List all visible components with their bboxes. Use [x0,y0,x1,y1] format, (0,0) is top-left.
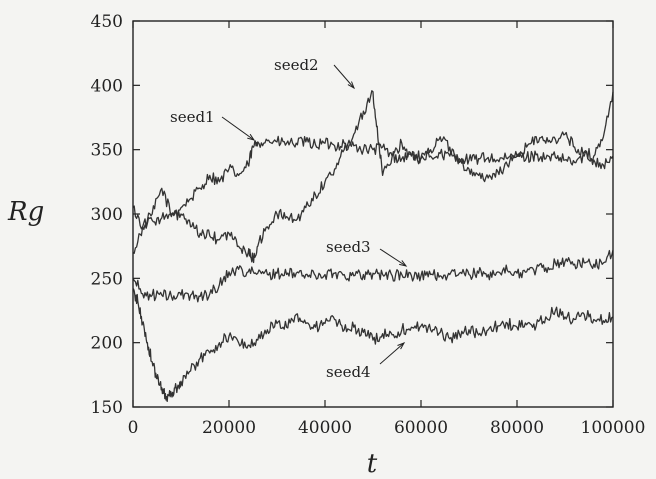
annotation-arrowhead-seed1 [247,133,256,141]
annotation-pointer-seed1 [221,116,255,141]
annotation-pointer-seed4 [379,342,405,365]
y-tick-label: 450 [91,12,123,32]
annotation-arrowhead-seed3 [399,260,408,267]
y-axis-label: Rg [7,197,44,227]
annotation-pointer-seed3 [379,248,407,267]
y-tick-label: 300 [91,205,123,225]
x-tick-label: 100000 [581,418,646,438]
x-tick-label: 20000 [202,418,256,438]
y-tick-label: 250 [91,269,123,289]
y-tick-label: 400 [91,76,123,96]
x-tick-label: 80000 [490,418,544,438]
annotation-seed2: seed2 [274,56,319,74]
x-tick-label: 0 [128,418,139,438]
annotation-arrowhead-seed4 [397,342,406,350]
x-axis-label: t [367,449,378,479]
series-line-seed3 [132,249,614,303]
series-line-seed4 [132,288,614,403]
series-line-seed1 [132,135,614,230]
annotation-arrowhead-seed2 [347,81,355,90]
annotation-seed3: seed3 [326,238,371,256]
x-tick-label: 40000 [298,418,352,438]
annotation-layer: seed1 seed2 seed3 seed4 [170,56,408,381]
annotation-seed4: seed4 [326,363,371,381]
series-line-seed2 [132,90,614,264]
annotation-pointer-seed2 [333,64,355,89]
ticks-layer [132,20,614,408]
y-tick-label: 350 [91,141,123,161]
y-tick-label: 200 [91,334,123,354]
series-layer [132,90,614,403]
tick-labels-layer: 0 20000 40000 60000 80000 100000 150 200 250 300 3… [91,12,646,438]
annotation-seed1: seed1 [170,108,215,126]
y-tick-label: 150 [91,398,123,418]
plot-frame [132,20,614,408]
x-tick-label: 60000 [394,418,448,438]
